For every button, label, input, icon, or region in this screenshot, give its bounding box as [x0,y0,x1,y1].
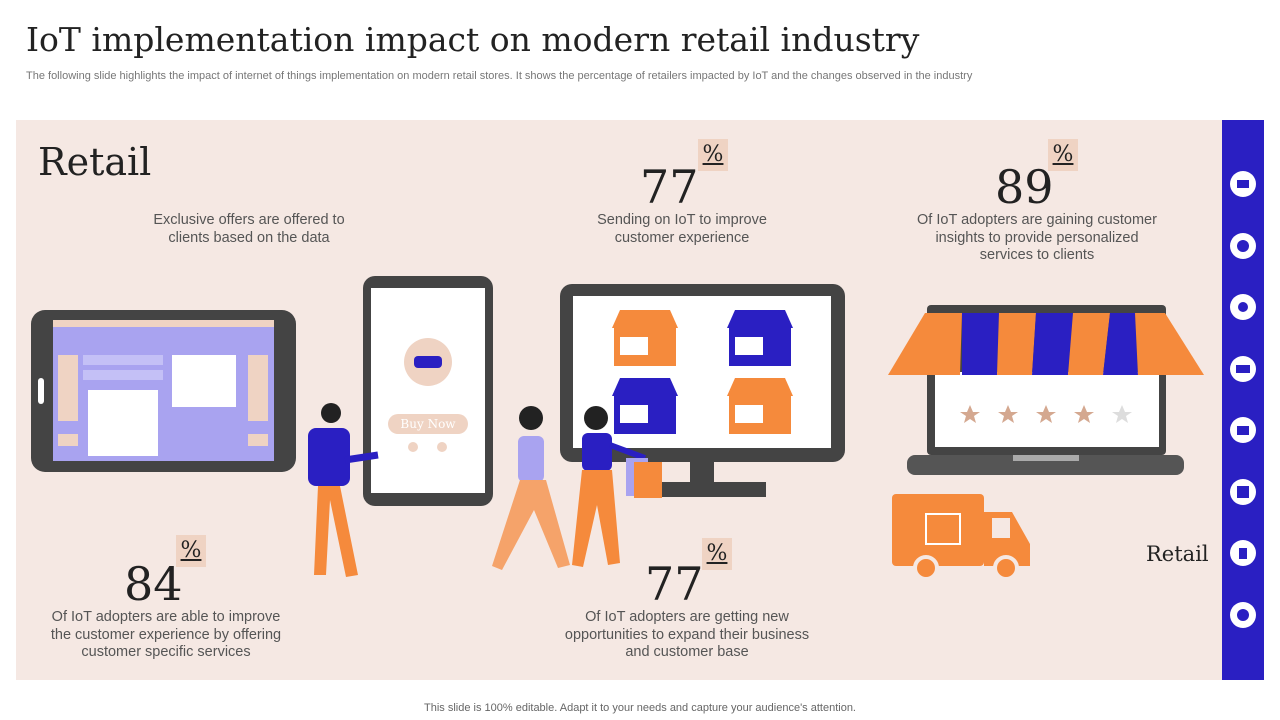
stat-text: Sending on IoT to improve customer exper… [597,212,767,246]
people [308,403,662,577]
stat-value: 77 [640,160,699,214]
store-laptop [888,305,1204,475]
stat-text: Of IoT adopters are getting new opportun… [564,609,810,660]
sidebar-icons [1230,171,1256,628]
footer: This slide is 100% editable. Adapt it to… [424,702,856,714]
stat-value: 84 [124,557,183,611]
stat-text: Of IoT adopters are able to improve the … [50,609,282,660]
stat-unit: % [698,139,728,171]
stat-value: 77 [645,557,704,611]
buy-button: Buy Now [400,417,456,431]
stat-unit: % [702,538,732,570]
truck [892,494,1030,581]
panel-heading: Retail [38,140,152,184]
phone: Buy Now [363,276,493,506]
intro-text: Exclusive offers are offered to clients … [153,212,345,246]
monitor [560,284,845,497]
subtitle: The following slide highlights the impac… [26,70,973,82]
stat-value: 89 [995,160,1054,214]
side-label: Retail [1146,542,1209,566]
stat-unit: % [1048,139,1078,171]
tablet [31,310,296,472]
title: IoT implementation impact on modern reta… [26,20,920,59]
stat-unit: % [176,535,206,567]
sidebar [1222,120,1264,680]
stat-text: Of IoT adopters are gaining customer ins… [917,212,1157,263]
